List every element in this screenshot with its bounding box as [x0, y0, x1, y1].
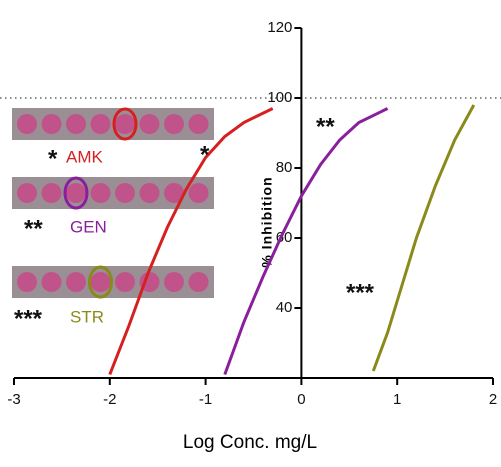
well [66, 114, 86, 134]
significance-mark: ** [316, 113, 335, 140]
well [189, 183, 209, 203]
well [91, 114, 111, 134]
well [140, 183, 160, 203]
well [115, 272, 135, 292]
series-label: AMK [66, 147, 104, 166]
well [66, 183, 86, 203]
series-label: STR [70, 307, 104, 326]
well [91, 272, 111, 292]
chart: Log Conc. mg/L % Inhibition AMKGENSTR-3-… [0, 0, 501, 467]
well [66, 272, 86, 292]
well [42, 114, 62, 134]
well [189, 272, 209, 292]
x-tick-label: 1 [393, 391, 401, 408]
well [164, 272, 184, 292]
well [140, 114, 160, 134]
series-label: GEN [70, 217, 107, 236]
significance-mark: * [48, 145, 58, 172]
x-axis-label: Log Conc. mg/L [183, 432, 317, 453]
x-tick-label: -1 [199, 391, 212, 408]
well [17, 183, 37, 203]
y-tick-label: 100 [267, 89, 292, 106]
significance-mark: *** [14, 305, 43, 332]
y-tick-label: 120 [267, 19, 292, 36]
well [17, 272, 37, 292]
y-tick-label: 80 [276, 159, 293, 176]
y-tick-label: 40 [276, 299, 293, 316]
x-tick-label: -2 [103, 391, 116, 408]
well [91, 183, 111, 203]
well [17, 114, 37, 134]
well [164, 114, 184, 134]
x-tick-label: 0 [297, 391, 305, 408]
series-line [373, 105, 474, 371]
significance-mark: ** [24, 215, 43, 242]
series-line [225, 109, 388, 375]
significance-mark: *** [346, 279, 375, 306]
well [115, 183, 135, 203]
x-tick-label: -3 [7, 391, 20, 408]
well [42, 272, 62, 292]
well [189, 114, 209, 134]
significance-mark: * [200, 141, 210, 168]
well [115, 114, 135, 134]
series-line [110, 109, 273, 375]
well [42, 183, 62, 203]
x-tick-label: 2 [489, 391, 497, 408]
